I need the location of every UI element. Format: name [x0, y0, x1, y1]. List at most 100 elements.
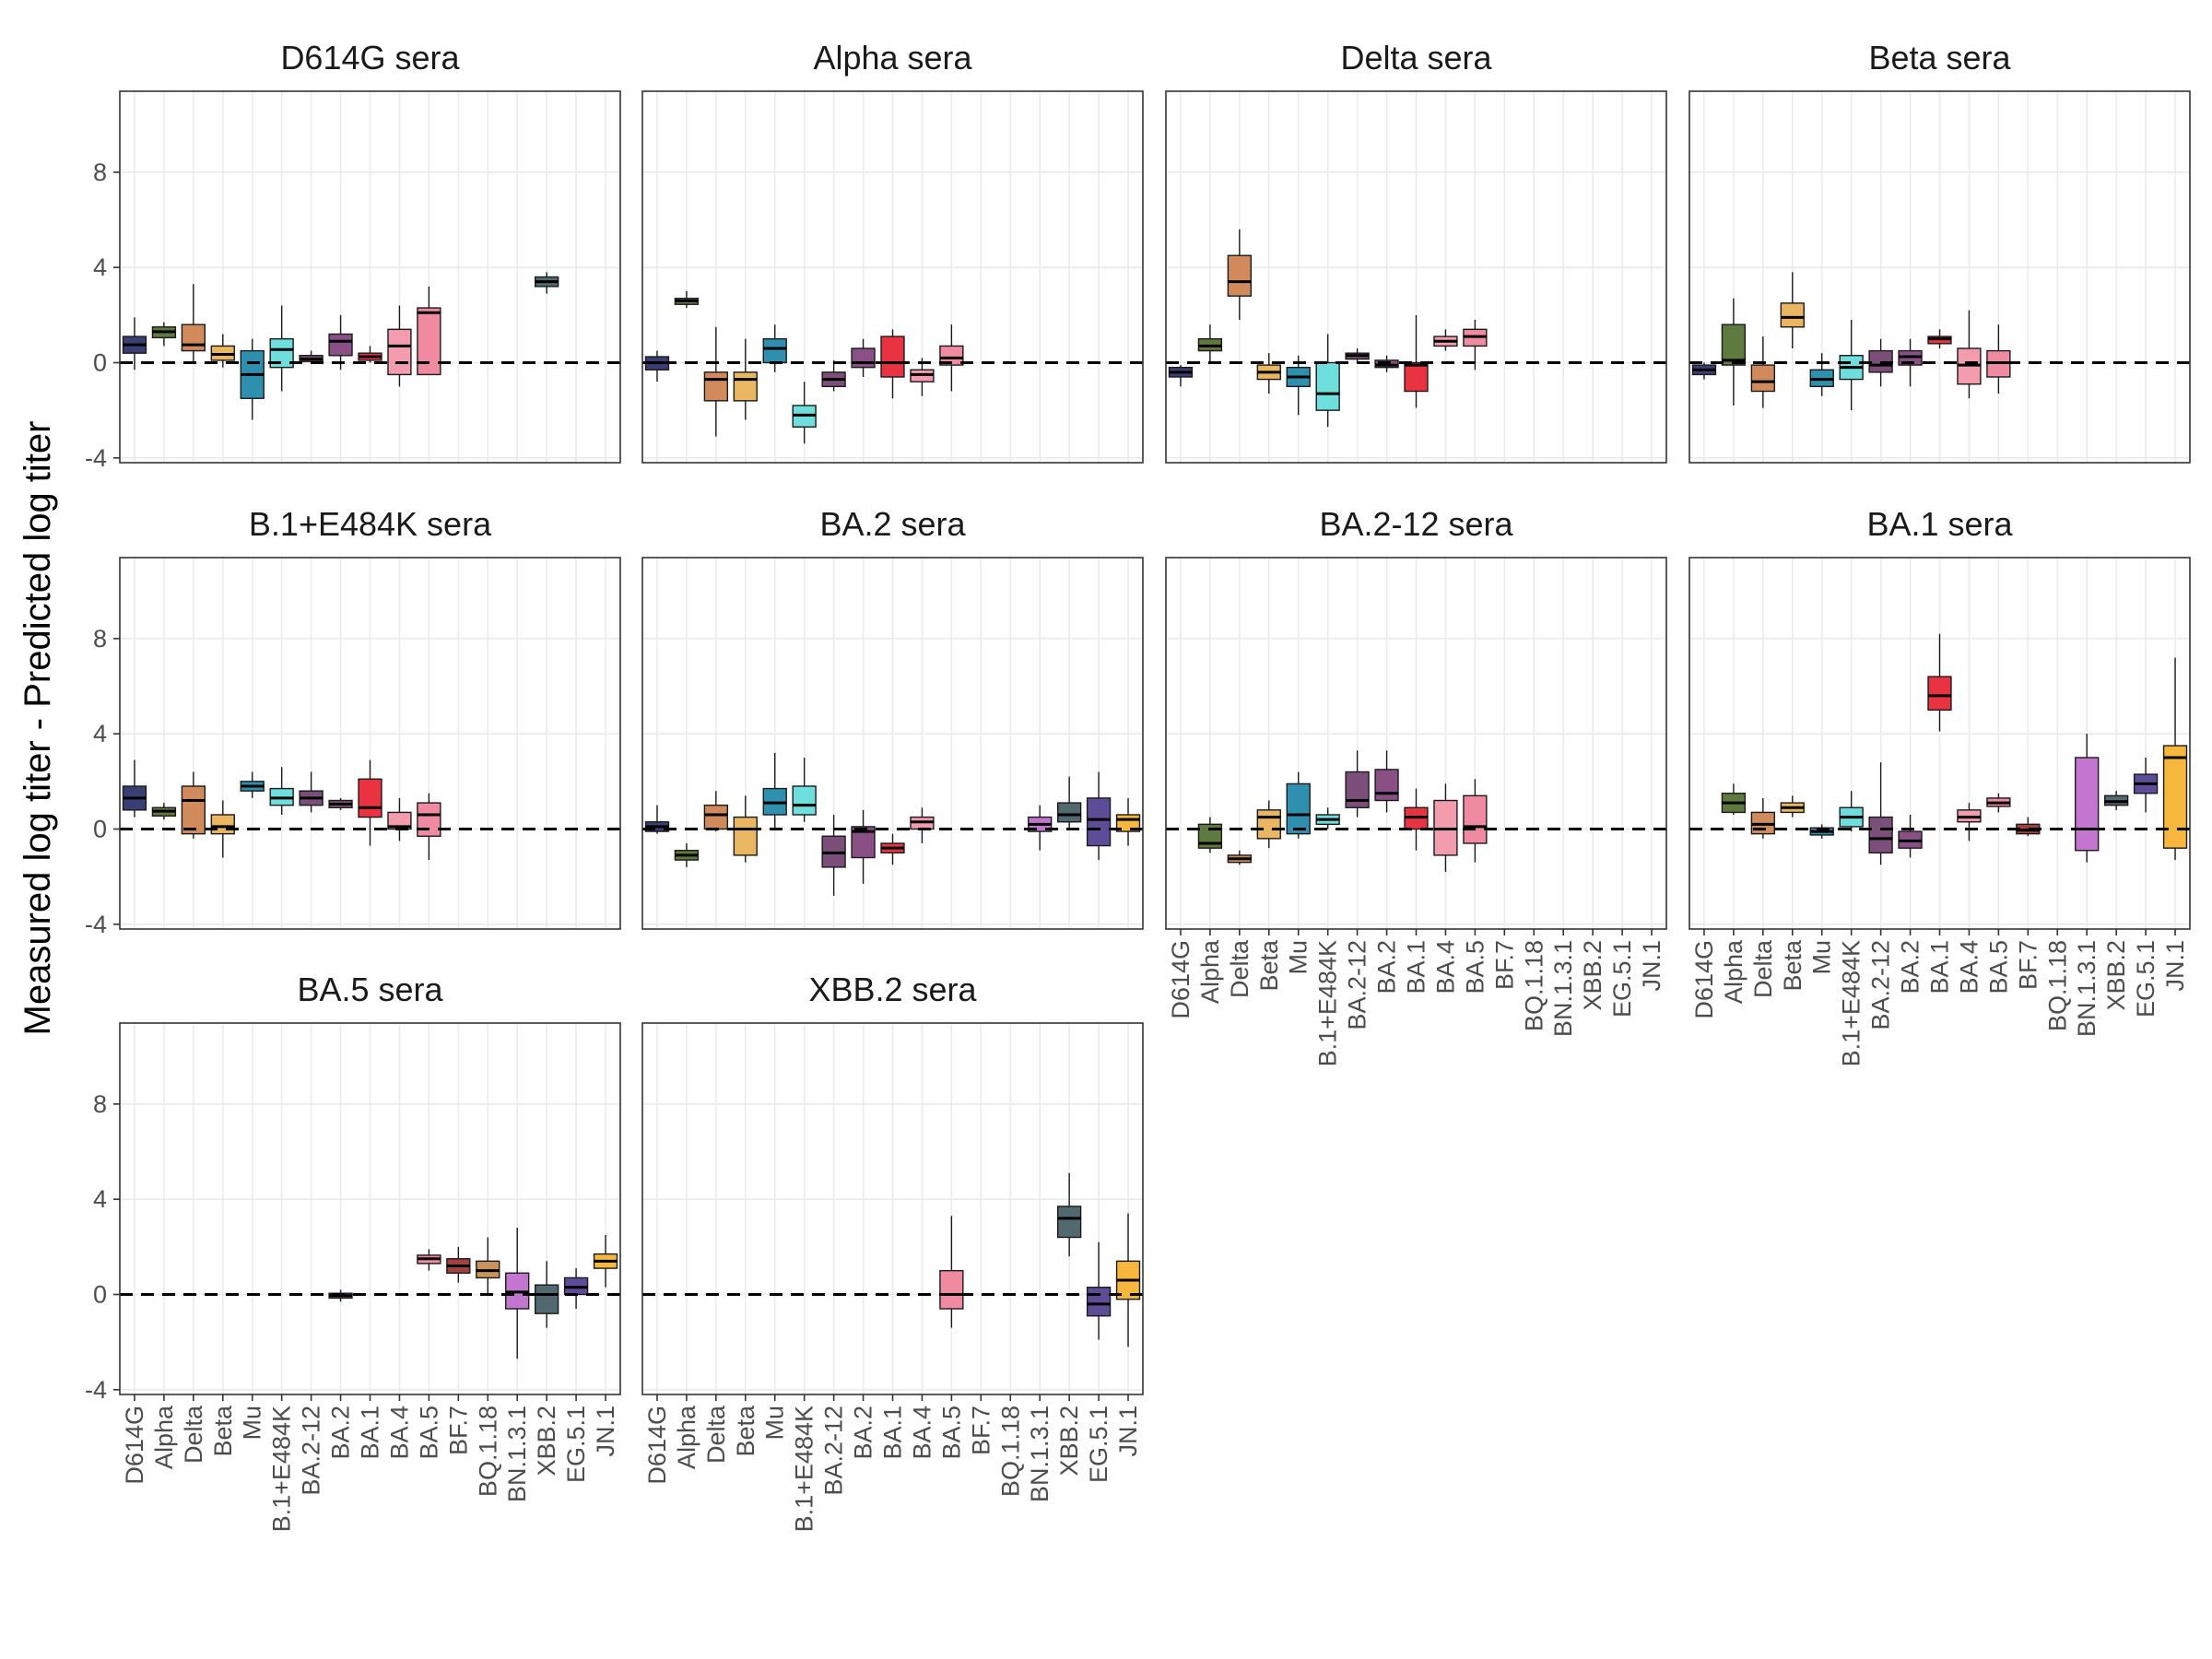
box-ba-1: [1404, 788, 1429, 851]
y-tick-label: 0: [93, 816, 107, 843]
facet-title: BA.2-12 sera: [1319, 505, 1513, 543]
box-d614g: [122, 759, 147, 818]
box-alpha: [151, 803, 177, 820]
box-beta: [733, 338, 758, 420]
facet-title: Alpha sera: [813, 39, 972, 76]
box-body: [762, 337, 787, 364]
x-tick-label: BQ.1.18: [474, 1406, 501, 1497]
box-body: [269, 337, 294, 369]
x-tick-label: EG.5.1: [1608, 940, 1636, 1018]
x-tick-label: Mu: [1808, 940, 1836, 975]
box-body: [181, 324, 206, 352]
box-beta: [733, 795, 758, 863]
facet-title: Beta sera: [1868, 39, 2011, 76]
box-bq-1-18: [476, 1237, 500, 1295]
y-tick-label: -4: [85, 444, 107, 472]
x-tick-label: Beta: [1255, 939, 1283, 992]
box-xbb-2: [2103, 791, 2129, 810]
box-ba-2-12: [299, 350, 324, 363]
x-tick-label: D614G: [1167, 940, 1194, 1019]
box-ba-1: [1927, 329, 1952, 348]
box-body: [1780, 302, 1805, 328]
box-body: [939, 1269, 964, 1310]
box-d614g: [122, 317, 147, 371]
box-ba-4: [1957, 803, 1982, 841]
y-tick-label: 4: [93, 253, 107, 281]
x-tick-label: BN.1.3.1: [1549, 940, 1577, 1037]
x-tick-label: BQ.1.18: [996, 1406, 1024, 1497]
facet-title: BA.2 sera: [819, 505, 966, 543]
box-body: [1463, 794, 1488, 844]
box-body: [2162, 745, 2188, 849]
x-tick-label: BA.2-12: [298, 1406, 325, 1496]
box-b-1-e484k: [1839, 791, 1864, 832]
x-tick-label: Delta: [180, 1405, 207, 1464]
box-alpha: [674, 843, 700, 867]
box-ba-2: [1898, 815, 1923, 858]
y-tick-label: 0: [93, 1281, 107, 1309]
y-tick-label: 8: [93, 1090, 107, 1118]
x-tick-label: D614G: [121, 1406, 148, 1485]
box-ba-2-12: [1345, 750, 1370, 818]
box-ba-4: [910, 358, 935, 396]
box-jn-1: [1115, 1213, 1141, 1347]
x-tick-label: Alpha: [150, 1405, 178, 1469]
box-body: [1868, 816, 1893, 854]
box-xbb-2: [1056, 1172, 1082, 1257]
box-body: [2075, 757, 2100, 852]
x-tick-label: BA.1: [1926, 940, 1954, 994]
box-d614g: [644, 805, 670, 834]
box-body: [703, 371, 729, 402]
box-mu: [240, 338, 265, 420]
box-body: [181, 785, 206, 835]
x-tick-label: Beta: [209, 1405, 237, 1457]
x-tick-label: D614G: [1690, 940, 1718, 1019]
box-jn-1: [593, 1234, 618, 1288]
box-ba-1: [358, 346, 382, 363]
x-tick-label: B.1+E484K: [791, 1406, 818, 1532]
x-tick-label: BA.2: [850, 1406, 877, 1460]
box-body: [1286, 782, 1311, 835]
box-body: [1086, 1287, 1112, 1317]
panel-frame: [119, 90, 621, 464]
panel-frame: [641, 557, 1144, 930]
x-tick-label: Delta: [1749, 939, 1777, 998]
x-tick-label: BF.7: [444, 1406, 472, 1455]
box-ba-5: [1463, 320, 1488, 371]
box-xbb-2: [1056, 776, 1082, 830]
x-tick-label: BA.2: [1373, 940, 1401, 994]
box-body: [210, 814, 235, 835]
box-beta: [210, 334, 235, 368]
box-body: [1227, 254, 1253, 297]
box-ba-2-12: [821, 359, 846, 392]
box-body: [733, 371, 758, 402]
x-tick-label: BN.1.3.1: [503, 1406, 531, 1502]
x-tick-label: JN.1: [1114, 1406, 1142, 1457]
panels-layer: D614G sera -4 0 4 8 Alpha sera Delta sera Beta …: [85, 39, 2191, 1532]
x-tick-label: Alpha: [1720, 939, 1747, 1004]
x-tick-label: Mu: [761, 1406, 789, 1441]
x-tick-label: BF.7: [967, 1406, 994, 1455]
y-tick-label: 8: [93, 159, 107, 186]
box-ba-2: [851, 809, 876, 884]
box-body: [939, 345, 964, 366]
box-alpha: [674, 291, 700, 309]
x-tick-label: BA.2-12: [1867, 940, 1895, 1030]
x-tick-label: Beta: [1779, 939, 1806, 992]
box-ba-1: [880, 833, 905, 865]
box-alpha: [151, 322, 177, 347]
x-tick-label: BN.1.3.1: [1026, 1406, 1053, 1502]
box-b-1-e484k: [1839, 320, 1864, 411]
x-tick-label: BF.7: [1490, 940, 1518, 990]
x-tick-label: D614G: [643, 1406, 671, 1485]
facet-title: XBB.2 sera: [808, 971, 977, 1008]
box-alpha: [1721, 298, 1747, 406]
x-tick-label: BA.2-12: [1344, 940, 1371, 1030]
box-mu: [1809, 353, 1834, 396]
x-tick-label: BA.4: [1955, 940, 1983, 994]
box-mu: [1286, 771, 1311, 839]
facet-panel: Alpha sera: [641, 39, 1144, 464]
box-body: [1721, 324, 1747, 366]
box-eg-5-1: [1086, 1241, 1112, 1340]
